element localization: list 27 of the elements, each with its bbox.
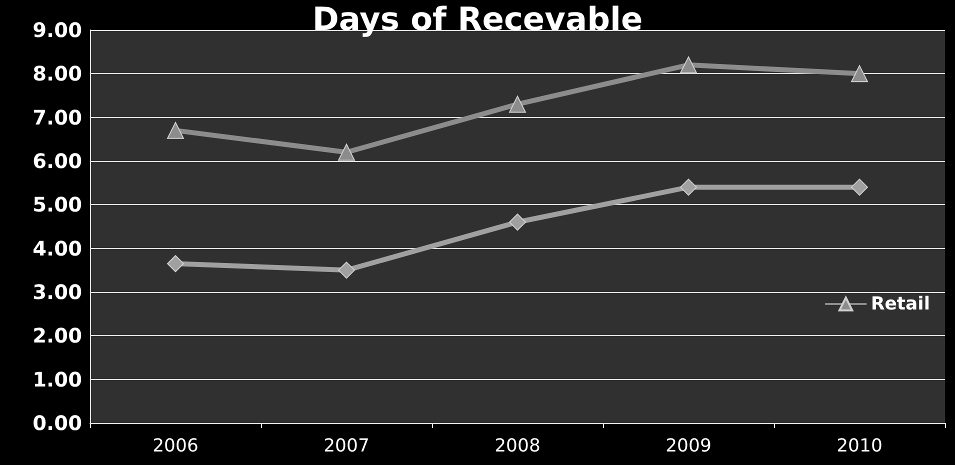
x-tick-label: 2009 [666, 436, 712, 456]
point [851, 178, 868, 196]
point [509, 214, 526, 231]
point [851, 65, 868, 82]
point [338, 262, 355, 279]
y-tick-label: 0.00 [32, 411, 82, 435]
point [338, 144, 355, 161]
y-tick-label: 2.00 [32, 324, 82, 348]
y-tick-label: 4.00 [32, 236, 82, 260]
y-tick-label: 8.00 [32, 62, 82, 86]
x-tick-label: 2010 [836, 436, 882, 456]
chart-title: Days of Recevable [312, 0, 643, 38]
point [509, 96, 526, 113]
y-tick-label: 6.00 [32, 149, 82, 173]
legend-label: Retail [870, 294, 930, 314]
y-tick-label: 3.00 [32, 280, 82, 304]
point [680, 56, 697, 74]
y-tick-label: 1.00 [32, 367, 82, 392]
y-tick-label: 9.00 [32, 18, 82, 42]
point [167, 255, 184, 272]
point [680, 178, 697, 196]
x-tick-label: 2007 [324, 436, 370, 456]
x-tick-label: 2006 [152, 436, 198, 456]
y-tick-label: 5.00 [32, 192, 82, 217]
y-tick-label: 7.00 [32, 105, 82, 130]
point [167, 122, 184, 139]
x-tick-label: 2008 [494, 436, 540, 456]
